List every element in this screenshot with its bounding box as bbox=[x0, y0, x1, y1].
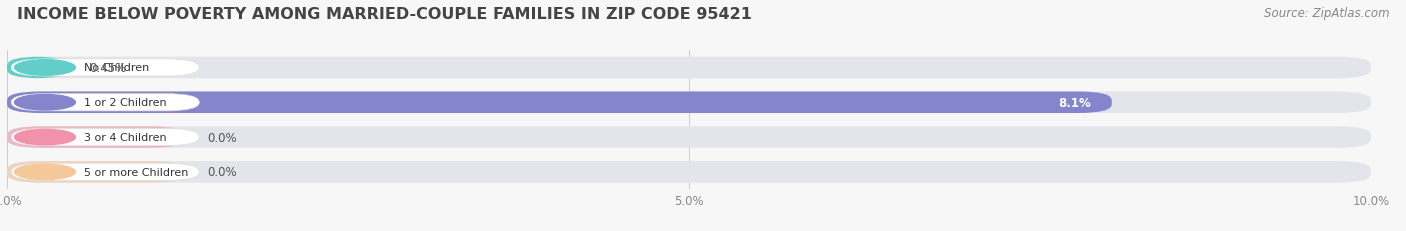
FancyBboxPatch shape bbox=[7, 127, 1371, 148]
FancyBboxPatch shape bbox=[11, 60, 200, 77]
Text: Source: ZipAtlas.com: Source: ZipAtlas.com bbox=[1264, 7, 1389, 20]
Text: 8.1%: 8.1% bbox=[1059, 96, 1091, 109]
Text: 3 or 4 Children: 3 or 4 Children bbox=[84, 132, 167, 143]
Text: 0.0%: 0.0% bbox=[208, 166, 238, 179]
Circle shape bbox=[14, 61, 76, 76]
FancyBboxPatch shape bbox=[11, 129, 200, 146]
Circle shape bbox=[14, 130, 76, 145]
FancyBboxPatch shape bbox=[7, 127, 184, 148]
FancyBboxPatch shape bbox=[7, 58, 69, 79]
Circle shape bbox=[14, 95, 76, 110]
FancyBboxPatch shape bbox=[7, 161, 1371, 183]
Text: 1 or 2 Children: 1 or 2 Children bbox=[84, 98, 167, 108]
Text: 0.45%: 0.45% bbox=[89, 62, 127, 75]
FancyBboxPatch shape bbox=[7, 161, 184, 183]
Text: INCOME BELOW POVERTY AMONG MARRIED-COUPLE FAMILIES IN ZIP CODE 95421: INCOME BELOW POVERTY AMONG MARRIED-COUPL… bbox=[17, 7, 752, 22]
FancyBboxPatch shape bbox=[7, 92, 1371, 113]
FancyBboxPatch shape bbox=[7, 58, 1371, 79]
Text: 5 or more Children: 5 or more Children bbox=[84, 167, 188, 177]
Circle shape bbox=[14, 164, 76, 180]
FancyBboxPatch shape bbox=[7, 92, 1112, 113]
Text: No Children: No Children bbox=[84, 63, 149, 73]
FancyBboxPatch shape bbox=[11, 164, 200, 181]
Text: 0.0%: 0.0% bbox=[208, 131, 238, 144]
FancyBboxPatch shape bbox=[11, 94, 200, 111]
